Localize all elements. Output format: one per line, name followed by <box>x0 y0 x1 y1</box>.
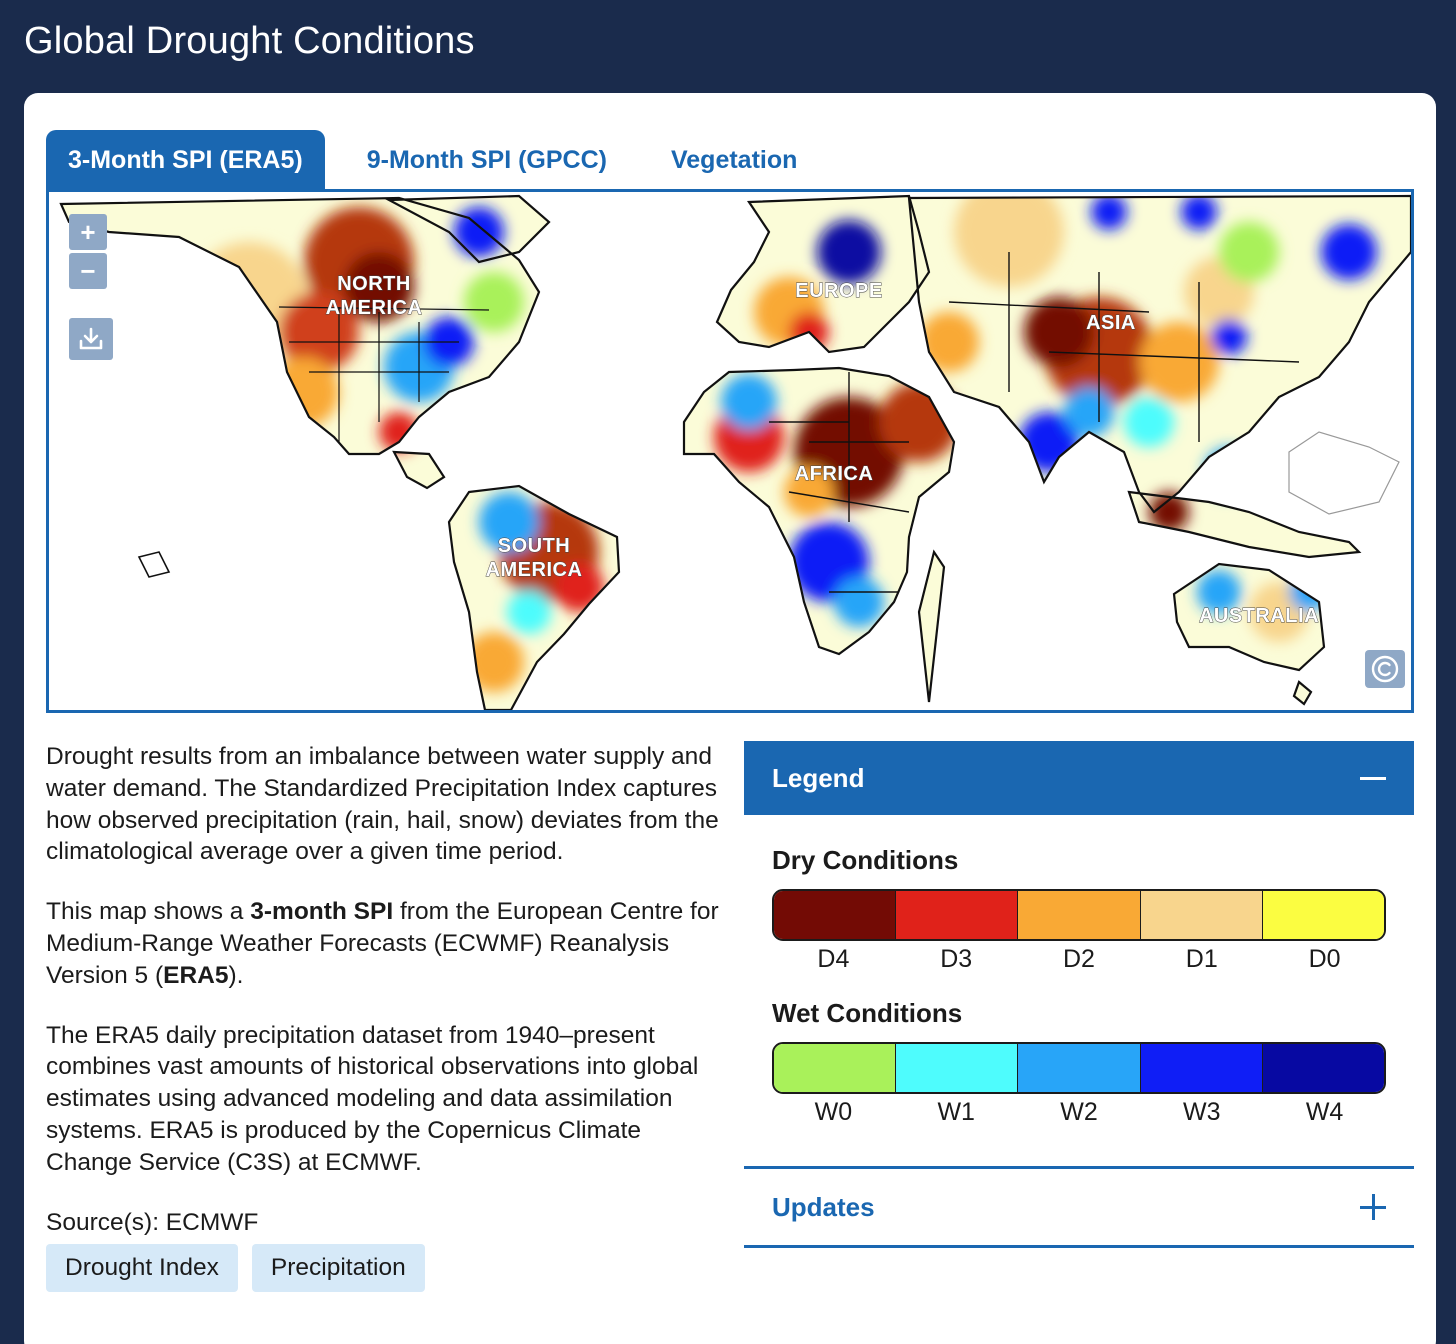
legend-panel: Dry Conditions D4 D3 D2 D1 D0 Wet Condit… <box>772 845 1388 1127</box>
label-w4: W4 <box>1305 1098 1344 1126</box>
tab-vegetation[interactable]: Vegetation <box>670 145 798 174</box>
dry-color-scale <box>772 889 1386 941</box>
updates-title: Updates <box>772 1191 875 1222</box>
label-d3: D3 <box>940 945 973 973</box>
wet-conditions-title: Wet Conditions <box>772 998 963 1028</box>
label-d0: D0 <box>1308 945 1341 973</box>
label-d2: D2 <box>1063 945 1095 973</box>
swatch-w3 <box>1140 1044 1263 1092</box>
download-button[interactable] <box>69 318 113 360</box>
label-w3: W3 <box>1183 1098 1221 1126</box>
label-w1: W1 <box>937 1098 975 1126</box>
drought-map[interactable]: NORTH AMERICA EUROPE ASIA AFRICA SOUTH A… <box>46 189 1414 713</box>
wet-conditions-block: Wet Conditions W0 W1 W2 W3 W4 <box>772 998 1388 1127</box>
swatch-d2 <box>1018 891 1141 939</box>
page-title: Global Drought Conditions <box>24 20 475 62</box>
source-text: Source(s): ECMWF <box>46 1208 259 1236</box>
world-map-canvas: NORTH AMERICA EUROPE ASIA AFRICA SOUTH A… <box>59 194 1411 710</box>
map-description: Drought results from an imbalance betwee… <box>46 741 726 1293</box>
label-d4: D4 <box>817 945 850 973</box>
label-north-america-line2: AMERICA <box>326 297 423 319</box>
swatch-w1 <box>896 1044 1019 1092</box>
download-icon <box>79 327 103 350</box>
updates-toggle[interactable]: Updates <box>744 1166 1414 1248</box>
spi-raster <box>61 196 1411 710</box>
swatch-w4 <box>1262 1044 1384 1092</box>
label-d1: D1 <box>1185 945 1218 973</box>
zoom-out-button[interactable]: − <box>69 253 107 289</box>
dry-conditions-title: Dry Conditions <box>772 845 959 875</box>
description-paragraph-2: This map shows a 3-month SPI from the Eu… <box>46 898 719 989</box>
label-north-america-line1: NORTH <box>337 273 411 295</box>
tab-9-month-spi[interactable]: 9-Month SPI (GPCC) <box>366 145 607 174</box>
label-asia: ASIA <box>1086 312 1136 334</box>
legend-title: Legend <box>772 762 865 793</box>
tag-drought-index[interactable]: Drought Index <box>46 1244 238 1293</box>
swatch-w2 <box>1018 1044 1141 1092</box>
continent-labels: NORTH AMERICA EUROPE ASIA AFRICA SOUTH A… <box>325 273 1319 628</box>
swatch-d1 <box>1140 891 1263 939</box>
label-w2: W2 <box>1060 1098 1098 1126</box>
label-south-america-line2: AMERICA <box>486 559 583 581</box>
description-paragraph-3: The ERA5 daily precipitation dataset fro… <box>46 1021 699 1176</box>
tag-precipitation[interactable]: Precipitation <box>251 1244 425 1293</box>
zoom-in-button[interactable]: + <box>69 214 107 250</box>
attribution-button[interactable] <box>1365 650 1405 688</box>
legend-toggle[interactable]: Legend <box>744 741 1414 815</box>
plus-icon <box>1360 1194 1386 1220</box>
wet-scale-labels: W0 W1 W2 W3 W4 <box>772 1098 1386 1127</box>
copyright-icon <box>1371 655 1399 683</box>
tab-3-month-spi[interactable]: 3-Month SPI (ERA5) <box>46 130 325 190</box>
content-card: 3-Month SPI (ERA5) 9-Month SPI (GPCC) Ve… <box>24 93 1436 1344</box>
label-w0: W0 <box>814 1098 853 1126</box>
swatch-d4 <box>774 891 897 939</box>
swatch-d3 <box>896 891 1019 939</box>
dataset-tabs: 3-Month SPI (ERA5) 9-Month SPI (GPCC) Ve… <box>46 130 839 190</box>
description-paragraph-1: Drought results from an imbalance betwee… <box>46 743 719 866</box>
country-borders <box>59 194 1411 710</box>
label-europe: EUROPE <box>795 280 882 302</box>
label-africa: AFRICA <box>795 463 874 485</box>
label-australia: AUSTRALIA <box>1199 605 1319 627</box>
dry-scale-labels: D4 D3 D2 D1 D0 <box>772 945 1386 974</box>
label-south-america-line1: SOUTH <box>498 535 571 557</box>
swatch-w0 <box>774 1044 897 1092</box>
wet-color-scale <box>772 1042 1386 1094</box>
minus-icon <box>1360 776 1386 780</box>
tag-list: Drought Index Precipitation <box>46 1244 726 1293</box>
swatch-d0 <box>1262 891 1384 939</box>
